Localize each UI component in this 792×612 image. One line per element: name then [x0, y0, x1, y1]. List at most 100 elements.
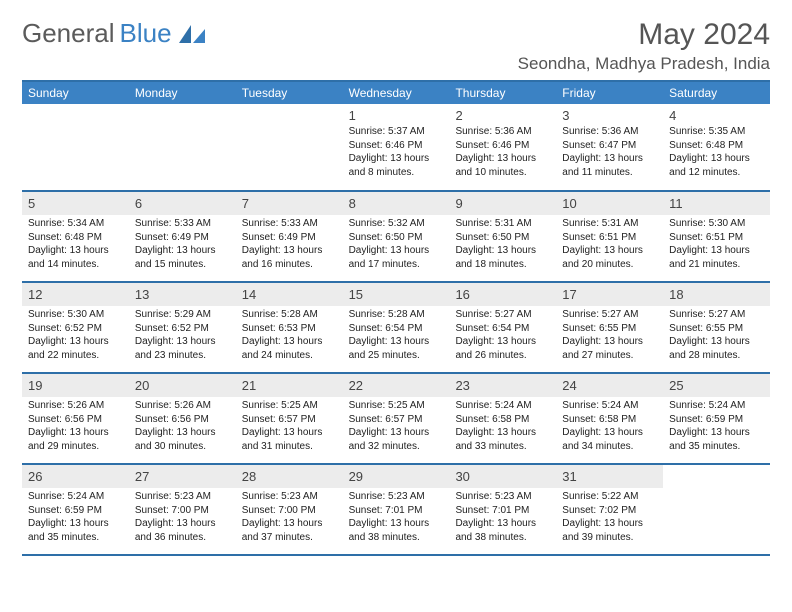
logo-text-first: General: [22, 18, 115, 49]
day-info: Sunrise: 5:31 AMSunset: 6:51 PMDaylight:…: [562, 217, 657, 271]
calendar-day: 30Sunrise: 5:23 AMSunset: 7:01 PMDayligh…: [449, 465, 556, 554]
day-info: Sunrise: 5:30 AMSunset: 6:51 PMDaylight:…: [669, 217, 764, 271]
calendar-day: 27Sunrise: 5:23 AMSunset: 7:00 PMDayligh…: [129, 465, 236, 554]
calendar-header-row: SundayMondayTuesdayWednesdayThursdayFrid…: [22, 82, 770, 104]
day-header: Monday: [129, 82, 236, 104]
day-number: 24: [556, 374, 663, 397]
calendar-day: 6Sunrise: 5:33 AMSunset: 6:49 PMDaylight…: [129, 192, 236, 281]
day-info: Sunrise: 5:30 AMSunset: 6:52 PMDaylight:…: [28, 308, 123, 362]
day-number: 25: [663, 374, 770, 397]
calendar-week: 5Sunrise: 5:34 AMSunset: 6:48 PMDaylight…: [22, 192, 770, 283]
day-info: Sunrise: 5:23 AMSunset: 7:01 PMDaylight:…: [455, 490, 550, 544]
day-number: 20: [129, 374, 236, 397]
calendar-day: 18Sunrise: 5:27 AMSunset: 6:55 PMDayligh…: [663, 283, 770, 372]
day-info: Sunrise: 5:23 AMSunset: 7:00 PMDaylight:…: [135, 490, 230, 544]
day-number: 2: [455, 108, 550, 123]
calendar-week: 19 Sunrise: 5:26 AMSunset: 6:56 PMDayligh…: [22, 374, 770, 465]
day-number: 16: [449, 283, 556, 306]
month-title: May 2024: [518, 18, 770, 52]
calendar-day: 19Sunrise: 5:26 AMSunset: 6:56 PMDayligh…: [22, 374, 129, 463]
day-number: 1: [349, 108, 444, 123]
calendar-day: 31Sunrise: 5:22 AMSunset: 7:02 PMDayligh…: [556, 465, 663, 554]
calendar-day: 20Sunrise: 5:26 AMSunset: 6:56 PMDayligh…: [129, 374, 236, 463]
day-header: Tuesday: [236, 82, 343, 104]
day-number: 9: [449, 192, 556, 215]
day-info: Sunrise: 5:25 AMSunset: 6:57 PMDaylight:…: [349, 399, 444, 453]
logo: GeneralBlue: [22, 18, 207, 49]
calendar-day: 4Sunrise: 5:35 AMSunset: 6:48 PMDaylight…: [663, 104, 770, 190]
calendar-empty-day: [663, 465, 770, 554]
day-header: Wednesday: [343, 82, 450, 104]
calendar-empty-day: [236, 104, 343, 190]
calendar-day: 11Sunrise: 5:30 AMSunset: 6:51 PMDayligh…: [663, 192, 770, 281]
location-text: Seondha, Madhya Pradesh, India: [518, 54, 770, 74]
logo-text-second: Blue: [120, 18, 172, 49]
day-info: Sunrise: 5:24 AMSunset: 6:58 PMDaylight:…: [562, 399, 657, 453]
day-info: Sunrise: 5:26 AMSunset: 6:56 PMDaylight:…: [135, 399, 230, 453]
day-number: 23: [449, 374, 556, 397]
calendar-day: 1 Sunrise: 5:37 AMSunset: 6:46 PMDaylight…: [343, 104, 450, 190]
day-info: Sunrise: 5:24 AMSunset: 6:58 PMDaylight:…: [455, 399, 550, 453]
calendar-day: 3 Sunrise: 5:36 AMSunset: 6:47 PMDaylight…: [556, 104, 663, 190]
day-number: 21: [236, 374, 343, 397]
day-number: 3: [562, 108, 657, 123]
calendar-empty-day: [22, 104, 129, 190]
logo-sail-icon: [177, 23, 207, 45]
day-number: 11: [663, 192, 770, 215]
day-info: Sunrise: 5:24 AMSunset: 6:59 PMDaylight:…: [28, 490, 123, 544]
day-info: Sunrise: 5:33 AMSunset: 6:49 PMDaylight:…: [242, 217, 337, 271]
calendar-day: 13Sunrise: 5:29 AMSunset: 6:52 PMDayligh…: [129, 283, 236, 372]
day-info: Sunrise: 5:36 AMSunset: 6:46 PMDaylight:…: [455, 125, 550, 179]
calendar-empty-day: [129, 104, 236, 190]
day-header: Friday: [556, 82, 663, 104]
day-header: Thursday: [449, 82, 556, 104]
day-number: 30: [449, 465, 556, 488]
calendar-week: 1 Sunrise: 5:37 AMSunset: 6:46 PMDaylight…: [22, 104, 770, 192]
day-number: 26: [22, 465, 129, 488]
day-number: 19: [22, 374, 129, 397]
day-info: Sunrise: 5:23 AMSunset: 7:01 PMDaylight:…: [349, 490, 444, 544]
calendar-day: 16Sunrise: 5:27 AMSunset: 6:54 PMDayligh…: [449, 283, 556, 372]
calendar-day: 14Sunrise: 5:28 AMSunset: 6:53 PMDayligh…: [236, 283, 343, 372]
day-info: Sunrise: 5:27 AMSunset: 6:54 PMDaylight:…: [455, 308, 550, 362]
calendar-week: 26Sunrise: 5:24 AMSunset: 6:59 PMDayligh…: [22, 465, 770, 556]
calendar-day: 12Sunrise: 5:30 AMSunset: 6:52 PMDayligh…: [22, 283, 129, 372]
day-header: Sunday: [22, 82, 129, 104]
day-info: Sunrise: 5:27 AMSunset: 6:55 PMDaylight:…: [669, 308, 764, 362]
calendar-body: 1 Sunrise: 5:37 AMSunset: 6:46 PMDaylight…: [22, 104, 770, 556]
calendar-day: 5Sunrise: 5:34 AMSunset: 6:48 PMDaylight…: [22, 192, 129, 281]
calendar-day: 24Sunrise: 5:24 AMSunset: 6:58 PMDayligh…: [556, 374, 663, 463]
calendar-day: 7Sunrise: 5:33 AMSunset: 6:49 PMDaylight…: [236, 192, 343, 281]
day-number: 28: [236, 465, 343, 488]
day-number: 22: [343, 374, 450, 397]
day-info: Sunrise: 5:34 AMSunset: 6:48 PMDaylight:…: [28, 217, 123, 271]
day-number: 14: [236, 283, 343, 306]
calendar-day: 28Sunrise: 5:23 AMSunset: 7:00 PMDayligh…: [236, 465, 343, 554]
day-number: 8: [343, 192, 450, 215]
day-info: Sunrise: 5:37 AMSunset: 6:46 PMDaylight:…: [349, 125, 444, 179]
day-info: Sunrise: 5:25 AMSunset: 6:57 PMDaylight:…: [242, 399, 337, 453]
day-info: Sunrise: 5:28 AMSunset: 6:54 PMDaylight:…: [349, 308, 444, 362]
day-info: Sunrise: 5:36 AMSunset: 6:47 PMDaylight:…: [562, 125, 657, 179]
day-number: 17: [556, 283, 663, 306]
day-number: 15: [343, 283, 450, 306]
day-header: Saturday: [663, 82, 770, 104]
calendar-day: 9Sunrise: 5:31 AMSunset: 6:50 PMDaylight…: [449, 192, 556, 281]
day-number: 10: [556, 192, 663, 215]
day-info: Sunrise: 5:32 AMSunset: 6:50 PMDaylight:…: [349, 217, 444, 271]
day-info: Sunrise: 5:24 AMSunset: 6:59 PMDaylight:…: [669, 399, 764, 453]
day-info: Sunrise: 5:35 AMSunset: 6:48 PMDaylight:…: [669, 125, 764, 179]
day-info: Sunrise: 5:23 AMSunset: 7:00 PMDaylight:…: [242, 490, 337, 544]
calendar-day: 23Sunrise: 5:24 AMSunset: 6:58 PMDayligh…: [449, 374, 556, 463]
calendar-day: 15Sunrise: 5:28 AMSunset: 6:54 PMDayligh…: [343, 283, 450, 372]
day-number: 27: [129, 465, 236, 488]
day-number: 13: [129, 283, 236, 306]
calendar-day: 25Sunrise: 5:24 AMSunset: 6:59 PMDayligh…: [663, 374, 770, 463]
calendar-day: 29Sunrise: 5:23 AMSunset: 7:01 PMDayligh…: [343, 465, 450, 554]
day-info: Sunrise: 5:22 AMSunset: 7:02 PMDaylight:…: [562, 490, 657, 544]
title-block: May 2024 Seondha, Madhya Pradesh, India: [518, 18, 770, 74]
calendar: SundayMondayTuesdayWednesdayThursdayFrid…: [22, 80, 770, 556]
calendar-day: 17Sunrise: 5:27 AMSunset: 6:55 PMDayligh…: [556, 283, 663, 372]
day-number: 7: [236, 192, 343, 215]
calendar-week: 12Sunrise: 5:30 AMSunset: 6:52 PMDayligh…: [22, 283, 770, 374]
